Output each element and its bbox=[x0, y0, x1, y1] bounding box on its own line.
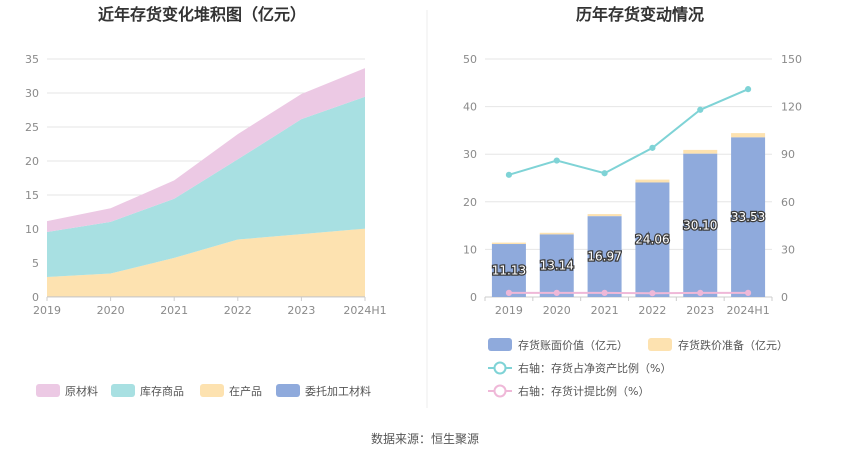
legend-label: 右轴：存货占净资产比例（%） bbox=[518, 361, 671, 375]
legend-label: 存货跌价准备（亿元） bbox=[678, 338, 788, 352]
bar-impairment bbox=[683, 149, 718, 154]
right-y2-tick: 150 bbox=[781, 53, 802, 66]
bar-impairment bbox=[587, 214, 622, 217]
left-x-tick: 2023 bbox=[287, 304, 315, 317]
legend-label: 委托加工材料 bbox=[305, 384, 371, 398]
left-chart-title: 近年存货变化堆积图（亿元） bbox=[98, 5, 306, 24]
legend-label: 原材料 bbox=[65, 384, 98, 398]
bar-book-value bbox=[683, 153, 718, 297]
area-3 bbox=[47, 68, 365, 233]
right-y2-tick: 120 bbox=[781, 101, 802, 114]
right-y2-tick-labels: 0 30 60 90 120 150 bbox=[781, 53, 802, 304]
right-bar-series: 11.13 13.14 16.97 24.06 30.10 33.53 bbox=[490, 133, 767, 297]
line-point-1 bbox=[553, 289, 560, 296]
right-legend: 存货账面价值（亿元） 存货跌价准备（亿元） 右轴：存货占净资产比例（%） 右轴：存货计… bbox=[488, 338, 788, 398]
right-x-tick-labels: 2019 2020 2021 2022 2023 2024H1 bbox=[484, 297, 773, 317]
legend-line-marker bbox=[493, 361, 507, 375]
right-y-tick: 10 bbox=[463, 243, 477, 256]
line-point-0 bbox=[697, 106, 704, 113]
legend-swatch bbox=[648, 338, 672, 351]
bar-value-label: 16.97 bbox=[587, 250, 621, 264]
line-point-0 bbox=[553, 157, 560, 164]
left-x-tick: 2021 bbox=[160, 304, 188, 317]
legend-swatch bbox=[200, 384, 224, 397]
legend-label: 库存商品 bbox=[140, 384, 184, 398]
left-y-tick-labels: 0 5 10 15 20 25 30 35 bbox=[25, 53, 39, 304]
left-y-tick: 35 bbox=[25, 53, 39, 66]
bar-impairment bbox=[539, 232, 574, 235]
bar-impairment bbox=[491, 242, 526, 245]
left-y-tick: 25 bbox=[25, 121, 39, 134]
right-x-tick: 2023 bbox=[686, 304, 714, 317]
left-y-tick: 5 bbox=[32, 257, 39, 270]
bar-value-label: 13.14 bbox=[540, 259, 574, 273]
right-y2-tick: 30 bbox=[781, 243, 795, 256]
bar-book-value bbox=[539, 234, 574, 297]
line-point-0 bbox=[744, 86, 752, 93]
left-area-series bbox=[47, 68, 365, 297]
right-line-series bbox=[505, 86, 752, 297]
right-x-tick: 2019 bbox=[495, 304, 523, 317]
left-y-tick: 20 bbox=[25, 155, 39, 168]
left-x-tick: 2020 bbox=[97, 304, 125, 317]
right-y-tick: 40 bbox=[463, 101, 477, 114]
bar-book-value bbox=[587, 216, 622, 297]
right-y-tick: 50 bbox=[463, 53, 477, 66]
left-y-tick: 0 bbox=[32, 291, 39, 304]
legend-label: 在产品 bbox=[229, 384, 262, 398]
left-y-tick: 10 bbox=[25, 223, 39, 236]
right-y-tick-labels: 0 10 20 30 40 50 bbox=[463, 53, 477, 304]
legend-label: 存货账面价值（亿元） bbox=[518, 338, 628, 352]
right-y2-tick: 90 bbox=[781, 148, 795, 161]
bar-impairment bbox=[731, 133, 766, 138]
left-x-tick: 2022 bbox=[224, 304, 252, 317]
right-gridlines bbox=[485, 58, 772, 298]
right-x-tick: 2020 bbox=[543, 304, 571, 317]
right-y-tick: 0 bbox=[470, 291, 477, 304]
line-point-1 bbox=[601, 289, 608, 296]
right-x-tick: 2024H1 bbox=[726, 304, 769, 317]
right-y-tick: 20 bbox=[463, 196, 477, 209]
right-x-tick: 2021 bbox=[591, 304, 619, 317]
area-1 bbox=[47, 228, 365, 297]
legend-swatch bbox=[276, 384, 300, 397]
bar-value-label: 30.10 bbox=[683, 218, 717, 232]
bar-value-label: 33.53 bbox=[731, 210, 765, 224]
line-series-0 bbox=[508, 88, 749, 176]
left-legend: 原材料 库存商品 在产品 委托加工材料 bbox=[36, 384, 371, 398]
line-point-1 bbox=[505, 289, 513, 296]
right-y2-tick: 60 bbox=[781, 196, 795, 209]
line-point-1 bbox=[649, 290, 656, 297]
right-chart-title: 历年存货变动情况 bbox=[576, 5, 704, 24]
line-point-0 bbox=[505, 171, 513, 178]
left-x-tick: 2024H1 bbox=[343, 304, 386, 317]
legend-swatch bbox=[36, 384, 60, 397]
bar-book-value bbox=[635, 182, 670, 297]
line-point-0 bbox=[601, 170, 608, 177]
left-y-tick: 30 bbox=[25, 87, 39, 100]
right-y-tick: 30 bbox=[463, 148, 477, 161]
legend-label: 右轴：存货计提比例（%） bbox=[518, 384, 649, 398]
right-x-tick: 2022 bbox=[638, 304, 666, 317]
legend-line-marker bbox=[493, 384, 507, 398]
data-source-note: 数据来源：恒生聚源 bbox=[371, 431, 479, 446]
line-point-1 bbox=[697, 289, 704, 296]
line-point-0 bbox=[649, 144, 656, 151]
bar-impairment bbox=[635, 179, 670, 183]
bar-book-value bbox=[731, 137, 766, 297]
area-2 bbox=[47, 96, 365, 277]
legend-swatch bbox=[111, 384, 135, 397]
left-x-tick-labels: 2019 2020 2021 2022 2023 2024H1 bbox=[33, 297, 387, 317]
left-y-tick: 15 bbox=[25, 189, 39, 202]
left-x-tick: 2019 bbox=[33, 304, 61, 317]
line-point-1 bbox=[744, 289, 752, 296]
right-y2-tick: 0 bbox=[781, 291, 788, 304]
bar-value-label: 24.06 bbox=[635, 233, 669, 247]
bar-value-label: 11.13 bbox=[492, 264, 526, 278]
legend-swatch bbox=[488, 338, 512, 351]
bar-book-value bbox=[491, 244, 526, 297]
